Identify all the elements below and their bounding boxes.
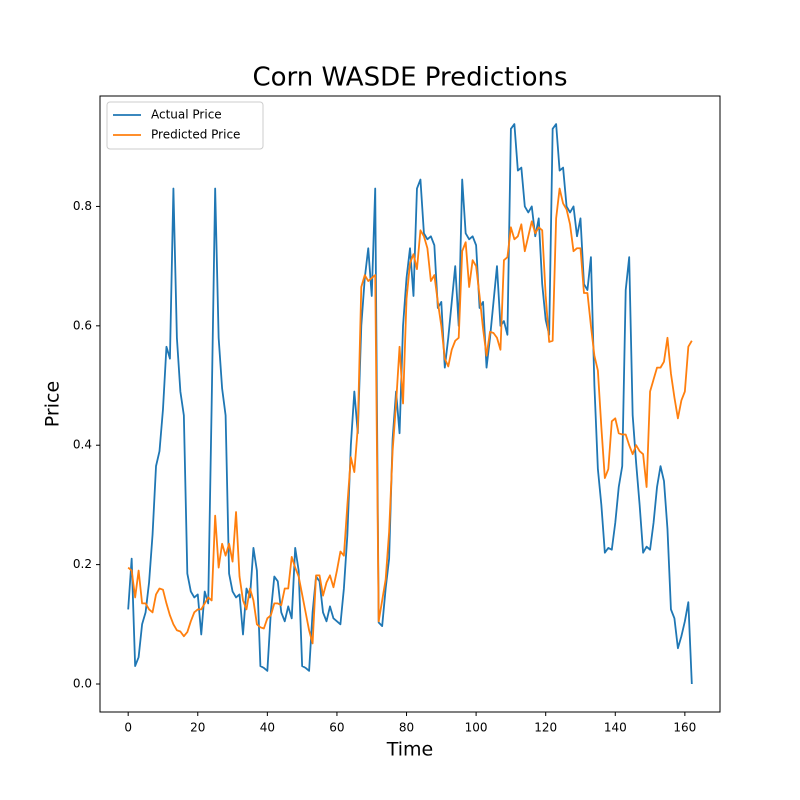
y-tick-label: 0.4 (73, 438, 92, 452)
legend-label: Actual Price (151, 108, 222, 122)
x-tick-label: 140 (604, 721, 627, 735)
data-line (127, 123, 693, 685)
x-tick-label: 20 (190, 721, 205, 735)
chart-title: Corn WASDE Predictions (252, 63, 567, 93)
x-tick-label: 40 (260, 721, 275, 735)
x-tick-label: 100 (465, 721, 488, 735)
y-axis-label: Price (42, 381, 64, 427)
x-axis-label: Time (386, 739, 434, 761)
x-tick-label: 60 (329, 721, 344, 735)
legend-box (106, 101, 264, 150)
x-tick-label: 80 (399, 721, 414, 735)
legend-label: Predicted Price (151, 128, 240, 142)
y-tick-label: 0.6 (73, 318, 92, 332)
x-tick-label: 0 (124, 721, 132, 735)
y-tick-label: 0.2 (73, 557, 92, 571)
x-tick-label: 160 (673, 721, 696, 735)
plot-frame (99, 95, 721, 713)
y-tick-label: 0.8 (73, 199, 92, 213)
x-tick-label: 120 (534, 721, 557, 735)
y-tick-label: 0.0 (73, 677, 92, 691)
data-line (127, 187, 693, 645)
